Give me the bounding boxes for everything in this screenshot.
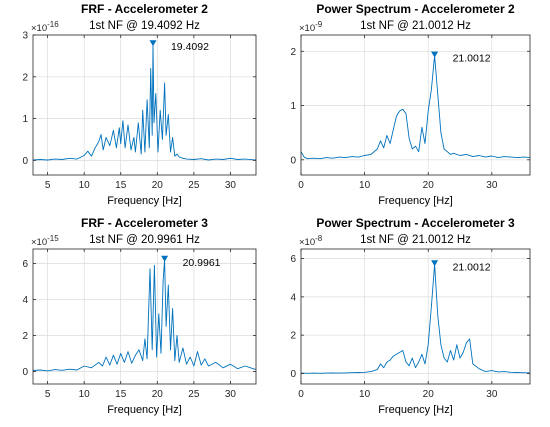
plot-area (33, 249, 256, 384)
chart-title: Power Spectrum - Accelerometer 3 (316, 216, 515, 230)
plot-area (301, 35, 530, 175)
panel-1: 5 10 15 20 25 30 0 1 2 3×10-16 FRF - Accelerometer… (22, 2, 257, 207)
chart-subtitle: 1st NF @ 19.4092 Hz (89, 20, 200, 32)
y-exponent-label: ×10-15 (31, 234, 59, 248)
x-tick-label: 20 (152, 180, 164, 191)
y-tick-label: 0 (290, 155, 296, 166)
y-exponent-label: ×10-16 (31, 20, 59, 34)
x-tick-label: 30 (486, 180, 498, 191)
panel-4: 0 10 20 30 0 2 4 6×10-8 Power Spectrum - Acceler… (290, 216, 531, 416)
x-tick-label: 10 (359, 389, 371, 400)
x-tick-label: 25 (188, 389, 200, 400)
y-exponent-label: ×10-8 (299, 234, 323, 248)
chart-title: FRF - Accelerometer 3 (81, 216, 208, 230)
chart-title: FRF - Accelerometer 2 (81, 2, 208, 16)
x-tick-label: 15 (115, 180, 127, 191)
peak-label: 20.9961 (183, 257, 221, 269)
x-tick-label: 30 (225, 389, 237, 400)
peak-label: 21.0012 (453, 261, 491, 273)
x-tick-label: 15 (115, 389, 127, 400)
y-tick-label: 6 (22, 259, 28, 270)
chart-subtitle: 1st NF @ 21.0012 Hz (360, 20, 471, 32)
x-axis-label: Frequency [Hz] (107, 404, 182, 416)
x-axis-label: Frequency [Hz] (378, 404, 453, 416)
x-tick-label: 30 (225, 180, 237, 191)
panel-2: 0 10 20 30 0 1 2 ×10-9 Power Spectrum - Accelero… (290, 2, 531, 207)
plot-area (33, 35, 256, 175)
y-tick-label: 0 (290, 369, 296, 380)
peak-label: 21.0012 (453, 53, 491, 65)
axes-box (32, 34, 257, 176)
panel-3: 5 10 15 20 25 30 0 2 4 6×10-15 FRF - Accelerometer… (22, 216, 257, 416)
y-tick-label: 2 (22, 72, 28, 83)
x-tick-label: 30 (486, 389, 498, 400)
y-tick-label: 2 (290, 47, 296, 58)
y-tick-label: 1 (290, 101, 296, 112)
peak-marker (431, 51, 439, 58)
y-tick-label: 0 (22, 156, 28, 167)
y-tick-label: 0 (22, 367, 28, 378)
series-line (32, 259, 257, 372)
x-axis-label: Frequency [Hz] (378, 195, 453, 207)
x-tick-label: 20 (423, 180, 435, 191)
x-tick-label: 0 (298, 180, 304, 191)
peak-marker (161, 255, 169, 262)
x-tick-label: 20 (423, 389, 435, 400)
y-tick-label: 2 (290, 331, 296, 342)
chart-subtitle: 1st NF @ 20.9961 Hz (89, 234, 200, 246)
x-tick-label: 25 (188, 180, 200, 191)
x-tick-label: 5 (45, 389, 51, 400)
y-tick-label: 4 (22, 295, 28, 306)
x-tick-label: 10 (79, 389, 91, 400)
chart-title: Power Spectrum - Accelerometer 2 (316, 2, 515, 16)
axes-box (300, 34, 531, 176)
x-tick-label: 5 (45, 180, 51, 191)
x-tick-label: 10 (79, 180, 91, 191)
chart-subtitle: 1st NF @ 21.0012 Hz (360, 234, 471, 246)
y-exponent-label: ×10-9 (299, 20, 323, 34)
peak-marker (149, 40, 157, 47)
x-tick-label: 20 (152, 389, 164, 400)
y-tick-label: 4 (290, 292, 296, 303)
axes-box (300, 248, 531, 385)
axes-box (32, 248, 257, 385)
y-tick-label: 2 (22, 331, 28, 342)
x-tick-label: 10 (359, 180, 371, 191)
peak-marker (431, 260, 439, 267)
plot-area (301, 249, 530, 384)
y-tick-label: 6 (290, 254, 296, 265)
y-tick-label: 3 (22, 31, 28, 42)
peak-label: 19.4092 (171, 41, 209, 53)
series-line (300, 263, 531, 374)
y-tick-label: 1 (22, 114, 28, 125)
series-line (32, 43, 257, 161)
x-axis-label: Frequency [Hz] (107, 195, 182, 207)
series-line (300, 55, 531, 160)
x-tick-label: 0 (298, 389, 304, 400)
